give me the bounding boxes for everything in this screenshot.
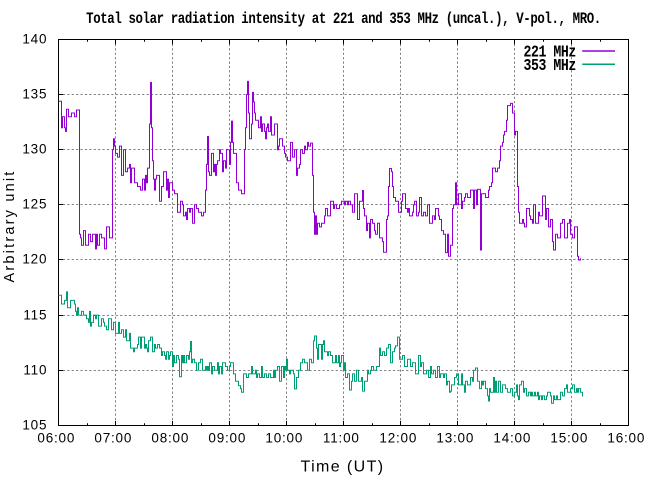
- svg-text:12:00: 12:00: [379, 430, 417, 445]
- svg-text:140: 140: [22, 32, 47, 47]
- svg-text:10:00: 10:00: [265, 430, 303, 445]
- svg-text:15:00: 15:00: [550, 430, 588, 445]
- svg-text:353 MHz: 353 MHz: [524, 58, 576, 76]
- svg-text:105: 105: [22, 418, 47, 433]
- svg-text:Arbitrary unit: Arbitrary unit: [2, 170, 18, 283]
- svg-text:07:00: 07:00: [94, 430, 132, 445]
- svg-text:115: 115: [23, 308, 47, 323]
- svg-text:06:00: 06:00: [37, 430, 75, 445]
- svg-text:09:00: 09:00: [208, 430, 246, 445]
- svg-text:130: 130: [22, 142, 47, 157]
- svg-text:08:00: 08:00: [151, 430, 189, 445]
- svg-text:Total solar radiation intensit: Total solar radiation intensity at 221 a…: [86, 11, 601, 29]
- svg-text:125: 125: [22, 197, 47, 212]
- svg-text:120: 120: [22, 252, 47, 267]
- svg-text:Time (UT): Time (UT): [301, 459, 385, 476]
- svg-text:110: 110: [23, 363, 47, 378]
- svg-text:11:00: 11:00: [323, 430, 360, 445]
- svg-text:16:00: 16:00: [607, 430, 645, 445]
- svg-text:13:00: 13:00: [436, 430, 474, 445]
- svg-text:14:00: 14:00: [493, 430, 531, 445]
- svg-text:135: 135: [22, 87, 47, 102]
- svg-text:221 MHz: 221 MHz: [524, 44, 576, 62]
